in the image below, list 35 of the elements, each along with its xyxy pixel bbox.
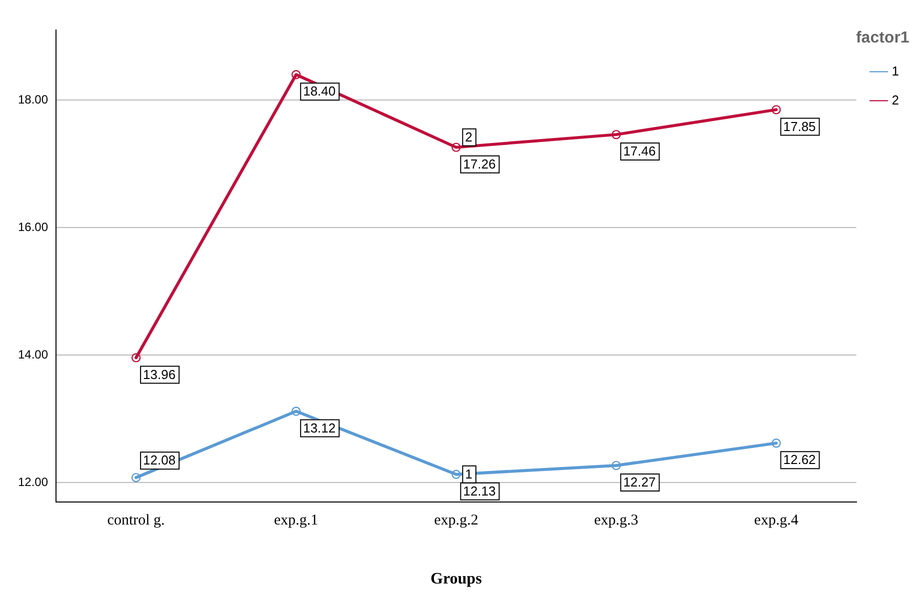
data-label: 17.46 (623, 144, 656, 159)
x-tick-label: exp.g.3 (594, 512, 638, 529)
point (612, 460, 621, 470)
point (772, 438, 781, 448)
legend-title: factor1 (856, 29, 910, 46)
data-label: 13.12 (303, 420, 336, 436)
point (131, 353, 141, 362)
point (612, 130, 621, 140)
x-tick-label: exp.g.1 (274, 512, 318, 529)
y-tick-label: 18.00 (18, 92, 48, 106)
legend-label: 2 (892, 92, 900, 108)
point (452, 142, 461, 152)
data-label: 12.27 (623, 474, 656, 490)
data-label: 12.08 (143, 452, 176, 468)
data-label: 12.62 (783, 452, 816, 468)
point (452, 470, 461, 479)
point (292, 406, 301, 416)
y-tick-label: 16.00 (18, 220, 48, 234)
x-tick-label: exp.g.4 (754, 512, 799, 529)
y-tick-label: 12.00 (18, 474, 48, 489)
data-label: 17.26 (463, 156, 496, 172)
point (292, 70, 301, 80)
data-label: 12.13 (463, 483, 496, 498)
x-tick-label: control g. (107, 512, 165, 529)
y-tick-label: 14.00 (18, 347, 48, 362)
x-tick-label: exp.g.2 (434, 512, 478, 529)
point (772, 105, 781, 114)
point (131, 472, 141, 482)
x-axis-title: Groups (430, 570, 482, 588)
data-label: 13.96 (143, 366, 176, 382)
data-label: 17.85 (783, 118, 816, 134)
text: 2 (465, 129, 472, 144)
legend-label: 1 (892, 63, 900, 78)
data-label: 18.40 (303, 84, 336, 99)
text: 1 (465, 466, 472, 482)
